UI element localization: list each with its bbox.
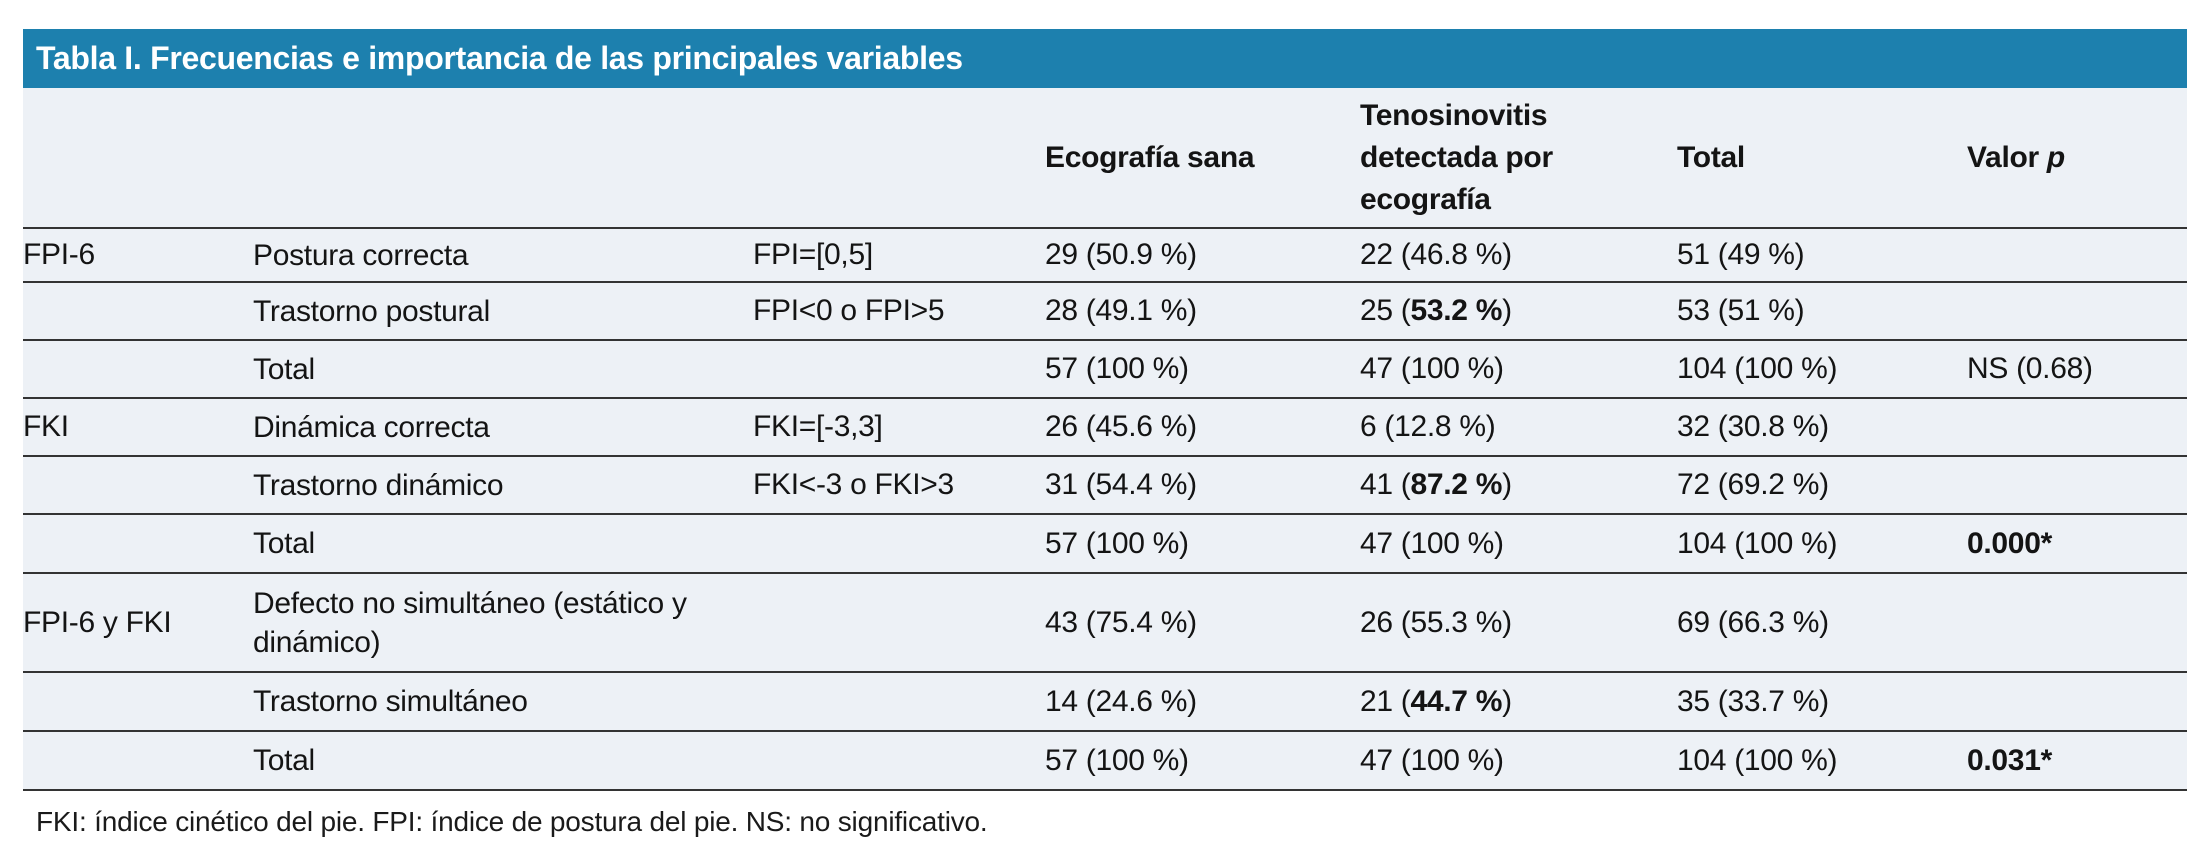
group-cell xyxy=(23,282,253,340)
header-criterion xyxy=(753,88,1045,228)
criterion-cell: FKI=[-3,3] xyxy=(753,410,883,443)
criterion-cell xyxy=(753,514,1045,573)
group-cell: FPI-6 xyxy=(23,238,95,271)
criterion-cell xyxy=(753,573,1045,672)
tenosinovitis-cell: 26 (55.3 %) xyxy=(1360,605,1512,639)
tenosinovitis-cell: 6 (12.8 %) xyxy=(1360,410,1496,443)
variable-cell: Dinámica correcta xyxy=(253,410,490,444)
criterion-cell: FKI<-3 o FKI>3 xyxy=(753,468,954,501)
header-ecografia-sana: Ecografía sana xyxy=(1045,140,1255,174)
variable-cell: Total xyxy=(253,744,315,777)
total-cell: 51 (49 %) xyxy=(1677,238,1805,271)
valor-p-cell xyxy=(1967,282,2187,340)
group-cell xyxy=(23,514,253,573)
group-cell: FPI-6 y FKI xyxy=(23,605,172,639)
total-cell: 104 (100 %) xyxy=(1677,743,1838,777)
valor-p-cell xyxy=(1967,672,2187,731)
group-cell xyxy=(23,731,253,790)
tenosinovitis-cell: 21 (44.7 %) xyxy=(1360,684,1512,718)
group-cell: FKI xyxy=(23,410,69,443)
total-cell: 69 (66.3 %) xyxy=(1677,605,1829,639)
table-figure: Tabla I. Frecuencias e importancia de la… xyxy=(23,29,2187,791)
total-cell: 104 (100 %) xyxy=(1677,526,1838,560)
valor-p-cell xyxy=(1967,398,2187,456)
variable-cell: Total xyxy=(253,352,315,386)
total-cell: 53 (51 %) xyxy=(1677,294,1805,327)
ecografia-sana-cell: 57 (100 %) xyxy=(1045,352,1189,385)
ecografia-sana-cell: 14 (24.6 %) xyxy=(1045,684,1197,718)
total-cell: 104 (100 %) xyxy=(1677,352,1838,385)
valor-p-cell: 0.031* xyxy=(1967,743,2052,777)
ecografia-sana-cell: 31 (54.4 %) xyxy=(1045,468,1197,501)
tenosinovitis-cell: 47 (100 %) xyxy=(1360,352,1504,385)
ecografia-sana-cell: 26 (45.6 %) xyxy=(1045,410,1197,443)
valor-p-cell xyxy=(1967,573,2187,672)
variable-cell: Defecto no simultáneo (estático y dinámi… xyxy=(253,586,687,659)
total-cell: 72 (69.2 %) xyxy=(1677,468,1829,501)
header-valor-p: Valor p xyxy=(1967,88,2187,228)
header-valor-label: Valor xyxy=(1967,140,2047,174)
table-row: Trastorno dinámico FKI<-3 o FKI>3 31 (54… xyxy=(23,456,2187,514)
table-footnote: FKI: índice cinético del pie. FPI: índic… xyxy=(36,806,988,837)
valor-p-cell xyxy=(1967,228,2187,282)
criterion-cell xyxy=(753,340,1045,398)
criterion-cell: FPI<0 o FPI>5 xyxy=(753,294,945,327)
tenosinovitis-cell: 47 (100 %) xyxy=(1360,743,1504,777)
variable-cell: Trastorno simultáneo xyxy=(253,685,528,718)
valor-p-cell: 0.000* xyxy=(1967,526,2052,560)
header-group xyxy=(23,88,253,228)
table-row: FKI Dinámica correcta FKI=[-3,3] 26 (45.… xyxy=(23,398,2187,456)
valor-p-cell: NS (0.68) xyxy=(1967,352,2093,385)
total-cell: 35 (33.7 %) xyxy=(1677,684,1829,718)
statistics-table: Ecografía sana Tenosinovitis detectada p… xyxy=(23,88,2187,791)
criterion-cell xyxy=(753,731,1045,790)
ecografia-sana-cell: 28 (49.1 %) xyxy=(1045,294,1197,327)
total-cell: 32 (30.8 %) xyxy=(1677,410,1829,443)
table-row: Trastorno simultáneo 14 (24.6 %) 21 (44.… xyxy=(23,672,2187,731)
tenosinovitis-cell: 47 (100 %) xyxy=(1360,526,1504,560)
ecografia-sana-cell: 57 (100 %) xyxy=(1045,743,1189,777)
table-title: Tabla I. Frecuencias e importancia de la… xyxy=(36,40,963,76)
variable-cell: Total xyxy=(253,527,315,560)
criterion-cell: FPI=[0,5] xyxy=(753,238,873,271)
table-row: FPI-6 y FKI Defecto no simultáneo (estát… xyxy=(23,573,2187,672)
table-title-bar: Tabla I. Frecuencias e importancia de la… xyxy=(23,29,2187,88)
variable-cell: Postura correcta xyxy=(253,238,469,272)
header-p-symbol: p xyxy=(2046,140,2065,174)
tenosinovitis-cell: 22 (46.8 %) xyxy=(1360,238,1512,271)
header-variable xyxy=(253,88,753,228)
group-cell xyxy=(23,340,253,398)
table-row: FPI-6 Postura correcta FPI=[0,5] 29 (50.… xyxy=(23,228,2187,282)
variable-cell: Trastorno dinámico xyxy=(253,468,504,502)
ecografia-sana-cell: 29 (50.9 %) xyxy=(1045,238,1197,271)
criterion-cell xyxy=(753,672,1045,731)
valor-p-cell xyxy=(1967,456,2187,514)
table-row: Total 57 (100 %) 47 (100 %) 104 (100 %) … xyxy=(23,514,2187,573)
tenosinovitis-cell: 41 (87.2 %) xyxy=(1360,468,1512,501)
header-total: Total xyxy=(1677,140,1745,174)
ecografia-sana-cell: 57 (100 %) xyxy=(1045,526,1189,560)
variable-cell: Trastorno postural xyxy=(253,294,490,328)
table-row: Total 57 (100 %) 47 (100 %) 104 (100 %) … xyxy=(23,731,2187,790)
group-cell xyxy=(23,672,253,731)
header-tenosinovitis: Tenosinovitis detectada por ecografía xyxy=(1360,98,1553,216)
tenosinovitis-cell: 25 (53.2 %) xyxy=(1360,294,1512,327)
group-cell xyxy=(23,456,253,514)
header-row: Ecografía sana Tenosinovitis detectada p… xyxy=(23,88,2187,228)
table-row: Total 57 (100 %) 47 (100 %) 104 (100 %) … xyxy=(23,340,2187,398)
table-row: Trastorno postural FPI<0 o FPI>5 28 (49.… xyxy=(23,282,2187,340)
ecografia-sana-cell: 43 (75.4 %) xyxy=(1045,605,1197,639)
